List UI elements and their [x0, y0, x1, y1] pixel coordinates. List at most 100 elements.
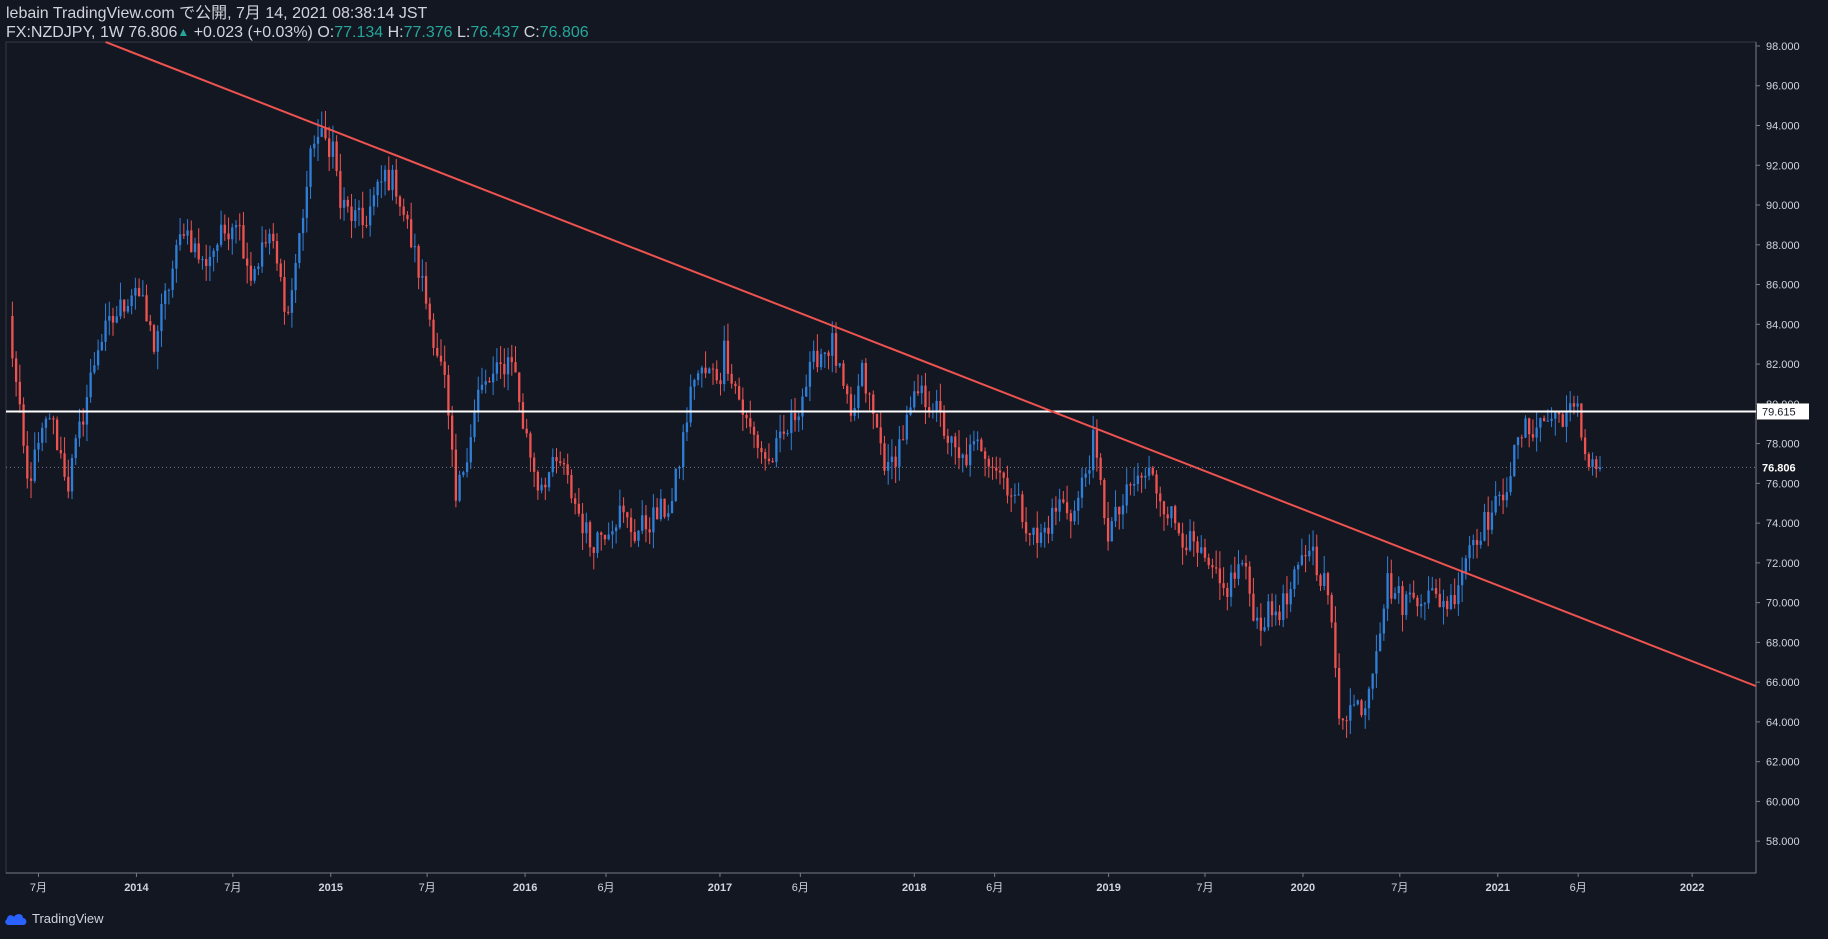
candle-body [1308, 550, 1311, 557]
brand-label: TradingView [32, 911, 104, 926]
time-tick-label: 2015 [319, 882, 343, 894]
candle-body [1121, 505, 1125, 515]
candle-body [961, 454, 964, 458]
candle-body [655, 507, 659, 520]
last-price: 76.806 [128, 24, 178, 41]
candle-body [1185, 547, 1188, 551]
candle-body [495, 362, 499, 374]
candle-body [1062, 499, 1065, 503]
candle-body [1188, 531, 1192, 551]
candle-body [1151, 467, 1154, 475]
candle-body [1267, 601, 1270, 628]
candle-body [1550, 418, 1553, 421]
candle-body [808, 361, 812, 387]
price-tick-label: 60.000 [1766, 796, 1800, 808]
candle-body [1423, 603, 1427, 605]
ohlc-line: FX:NZDJPY, 1W 76.806▲ +0.023 (+0.03%) O:… [6, 23, 589, 42]
price-tick-label: 90.000 [1766, 200, 1800, 212]
candle-body [141, 295, 144, 297]
candle-body [436, 347, 439, 356]
candle-body [178, 234, 182, 246]
candle-body [238, 225, 241, 227]
candle-body [108, 315, 111, 321]
candle-body [786, 433, 789, 435]
candle-body [916, 391, 920, 394]
candle-body [607, 534, 610, 540]
symbol-label[interactable]: FX:NZDJPY, 1W [6, 24, 124, 41]
candle-body [879, 427, 882, 444]
candle-body [663, 498, 666, 517]
candle-body [532, 457, 536, 472]
horizontal-line-price-tag [1757, 403, 1809, 420]
candle-body [1024, 521, 1028, 534]
candle-body [119, 299, 122, 317]
candle-body [823, 352, 826, 354]
candle-body [376, 181, 379, 196]
candle-body [644, 515, 648, 530]
candle-body [723, 340, 726, 385]
candle-body [1487, 511, 1490, 530]
candle-body [342, 199, 346, 208]
candle-body [100, 341, 103, 351]
candle-body [1282, 593, 1285, 620]
candle-body [868, 393, 871, 395]
candle-body [969, 444, 972, 466]
candle-body [246, 258, 249, 266]
candle-body [1155, 474, 1158, 494]
candle-body [361, 207, 364, 226]
candle-body [197, 243, 200, 260]
time-tick-label: 2022 [1680, 882, 1704, 894]
candle-body [767, 458, 771, 461]
candle-body [1360, 700, 1363, 716]
candle-body [1032, 527, 1035, 535]
candle-body [611, 531, 614, 535]
candle-body [1531, 434, 1535, 438]
candle-body [380, 181, 383, 183]
candle-body [1103, 479, 1106, 519]
candle-body [369, 206, 372, 226]
price-axis[interactable]: 58.000 60.000 62.000 64.000 66.000 68.000 70.0… [1756, 41, 1800, 848]
candle-body [55, 419, 59, 451]
candle-body [890, 456, 894, 462]
candle-body [424, 276, 428, 304]
candle-body [357, 207, 361, 211]
candle-body [52, 418, 55, 420]
candle-body [1460, 572, 1464, 586]
candle-body [771, 460, 774, 463]
candle-body [350, 206, 353, 222]
candle-body [1528, 418, 1531, 435]
candle-body [208, 256, 212, 266]
candle-body [126, 305, 130, 312]
candle-body [901, 439, 905, 441]
candle-body [1110, 521, 1113, 542]
price-tick-label: 76.000 [1766, 478, 1800, 490]
candle-body [484, 381, 487, 385]
candle-body [775, 438, 778, 463]
candle-body [782, 431, 785, 434]
price-tick-label: 58.000 [1766, 836, 1800, 848]
candle-body [1442, 600, 1445, 608]
candle-body [182, 234, 185, 236]
candle-body [1196, 541, 1199, 553]
candle-body [1498, 494, 1501, 497]
candle-body [1341, 718, 1345, 721]
price-tick-label: 88.000 [1766, 240, 1800, 252]
price-labels-layer: 79.615 76.806 [1757, 403, 1809, 476]
candle-body [633, 532, 636, 541]
candle-body [1159, 493, 1162, 502]
candle-body [398, 196, 402, 207]
candle-body [570, 474, 573, 499]
candle-body [1438, 593, 1441, 608]
price-change: +0.023 (+0.03%) [193, 24, 313, 41]
candle-body [22, 404, 25, 446]
candle-body [1065, 502, 1069, 514]
candle-body [1077, 497, 1080, 511]
price-tick-label: 64.000 [1766, 717, 1800, 729]
candle-body [458, 474, 461, 501]
high-value: 77.376 [403, 24, 453, 41]
time-axis[interactable]: 7月 2014 7月 2015 7月 2016 6月 2017 6月 2018 6月 2019 7月 20… [30, 873, 1704, 894]
candle-body [764, 452, 767, 459]
candle-body [1278, 611, 1281, 620]
candle-body [1375, 651, 1378, 674]
